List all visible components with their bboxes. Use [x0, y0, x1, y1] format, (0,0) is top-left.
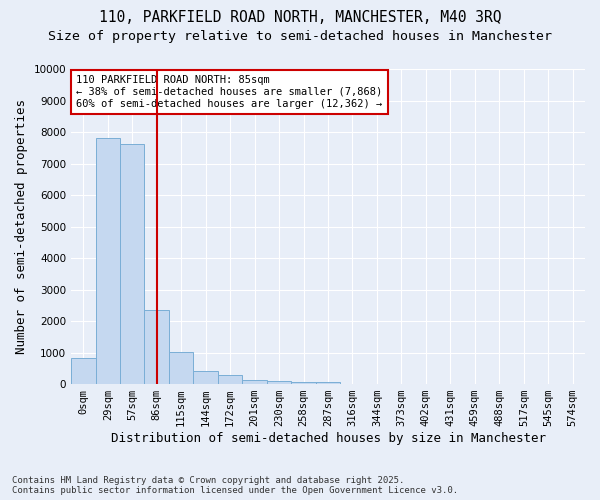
Bar: [267, 380, 292, 384]
Bar: [193, 370, 218, 384]
Text: Contains HM Land Registry data © Crown copyright and database right 2025.
Contai: Contains HM Land Registry data © Crown c…: [12, 476, 458, 495]
Bar: [95, 138, 120, 384]
Bar: [316, 382, 340, 384]
Bar: [145, 310, 169, 384]
Bar: [242, 380, 267, 384]
Bar: [169, 352, 193, 384]
Text: 110 PARKFIELD ROAD NORTH: 85sqm
← 38% of semi-detached houses are smaller (7,868: 110 PARKFIELD ROAD NORTH: 85sqm ← 38% of…: [76, 76, 382, 108]
X-axis label: Distribution of semi-detached houses by size in Manchester: Distribution of semi-detached houses by …: [110, 432, 545, 445]
Bar: [218, 375, 242, 384]
Bar: [120, 144, 145, 384]
Text: 110, PARKFIELD ROAD NORTH, MANCHESTER, M40 3RQ: 110, PARKFIELD ROAD NORTH, MANCHESTER, M…: [99, 10, 501, 25]
Text: Size of property relative to semi-detached houses in Manchester: Size of property relative to semi-detach…: [48, 30, 552, 43]
Bar: [71, 358, 95, 384]
Y-axis label: Number of semi-detached properties: Number of semi-detached properties: [15, 99, 28, 354]
Bar: [292, 382, 316, 384]
